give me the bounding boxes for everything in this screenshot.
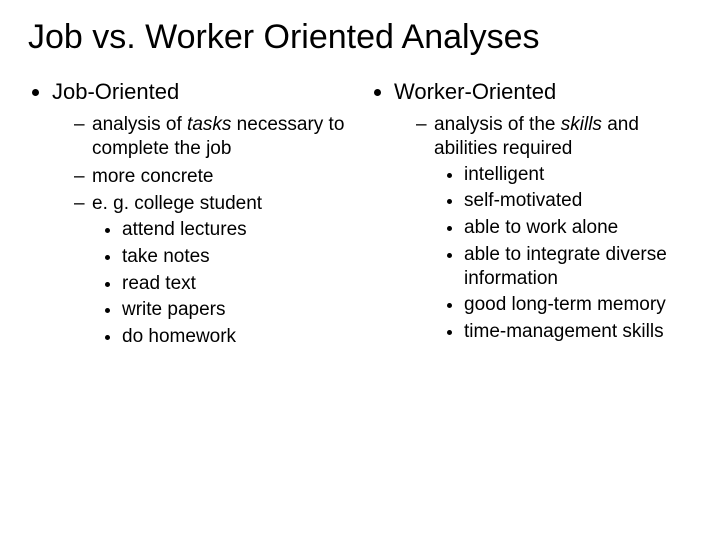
right-sub1-em: skills	[561, 114, 602, 135]
left-sub1-em: tasks	[187, 114, 231, 135]
left-ex4: write papers	[122, 298, 350, 322]
left-column: Job-Oriented analysis of tasks necessary…	[28, 79, 350, 355]
right-ex4: able to integrate diverse information	[464, 243, 692, 291]
left-l2-list: analysis of tasks necessary to complete …	[52, 113, 350, 349]
right-heading-item: Worker-Oriented analysis of the skills a…	[394, 79, 692, 344]
right-ex2: self-motivated	[464, 189, 692, 213]
right-ex6: time-management skills	[464, 320, 692, 344]
columns-container: Job-Oriented analysis of tasks necessary…	[28, 79, 692, 355]
right-l1-list: Worker-Oriented analysis of the skills a…	[370, 79, 692, 344]
left-sub3-text: e. g. college student	[92, 193, 262, 214]
left-sub2: more concrete	[74, 165, 350, 189]
right-sub1-pre: analysis of the	[434, 114, 561, 135]
left-heading: Job-Oriented	[52, 79, 179, 104]
left-ex2: take notes	[122, 245, 350, 269]
left-l1-list: Job-Oriented analysis of tasks necessary…	[28, 79, 350, 349]
left-heading-item: Job-Oriented analysis of tasks necessary…	[52, 79, 350, 349]
right-column: Worker-Oriented analysis of the skills a…	[370, 79, 692, 355]
right-ex3: able to work alone	[464, 216, 692, 240]
left-sub1: analysis of tasks necessary to complete …	[74, 113, 350, 161]
left-ex3: read text	[122, 272, 350, 296]
right-l3-list: intelligent self-motivated able to work …	[434, 163, 692, 344]
left-l3-list: attend lectures take notes read text wri…	[92, 218, 350, 349]
right-heading: Worker-Oriented	[394, 79, 556, 104]
right-ex1: intelligent	[464, 163, 692, 187]
left-ex1: attend lectures	[122, 218, 350, 242]
right-ex5: good long-term memory	[464, 293, 692, 317]
right-l2-list: analysis of the skills and abilities req…	[394, 113, 692, 344]
left-sub3: e. g. college student attend lectures ta…	[74, 192, 350, 349]
left-ex5: do homework	[122, 325, 350, 349]
left-sub1-pre: analysis of	[92, 114, 187, 135]
slide-title: Job vs. Worker Oriented Analyses	[28, 18, 692, 57]
right-sub1: analysis of the skills and abilities req…	[416, 113, 692, 344]
